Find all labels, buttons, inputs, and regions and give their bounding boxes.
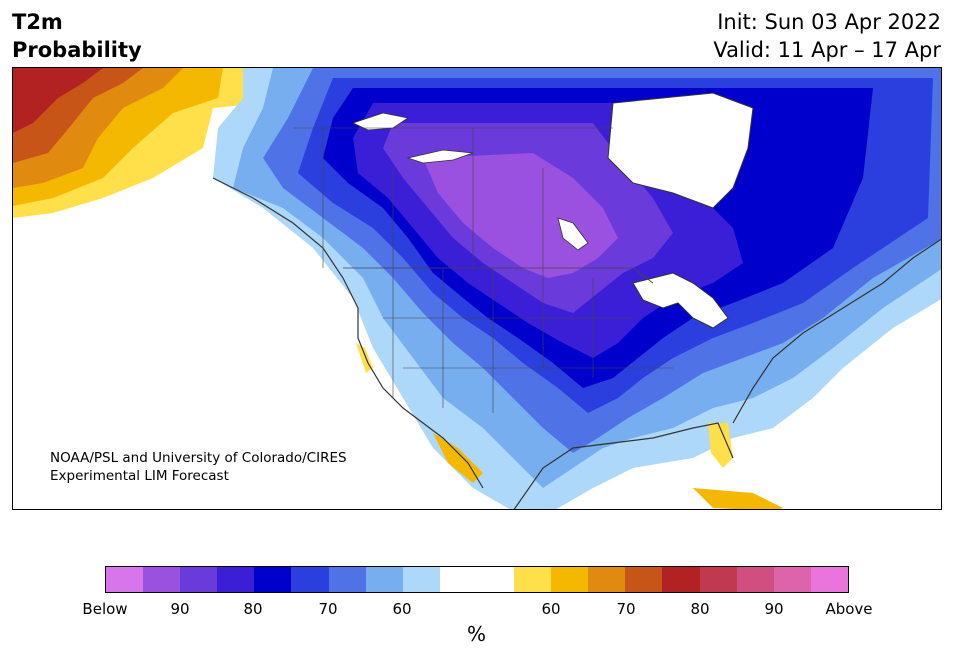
cold-below-90 bbox=[423, 153, 618, 278]
colorbar-segment bbox=[625, 567, 663, 592]
west-coast-outline bbox=[212, 177, 484, 489]
colorbar-tick-label: 90 bbox=[764, 600, 784, 618]
subtitle-label: Probability bbox=[12, 38, 142, 62]
forecast-map bbox=[13, 68, 941, 509]
hudson-bay bbox=[607, 92, 754, 209]
great-lakes bbox=[632, 272, 729, 329]
colorbar-tick-label: 90 bbox=[170, 600, 190, 618]
credit-line-1: NOAA/PSL and University of Colorado/CIRE… bbox=[50, 450, 347, 466]
colorbar-tick-label: 80 bbox=[690, 600, 710, 618]
state-lines bbox=[383, 268, 673, 413]
colorbar-tick-label: 70 bbox=[616, 600, 636, 618]
colorbar-segment bbox=[810, 567, 848, 592]
lake-winnipeg bbox=[557, 217, 589, 251]
gulf-coast-outline bbox=[513, 422, 734, 509]
colorbar-segment bbox=[180, 567, 218, 592]
colorbar-segment bbox=[588, 567, 626, 592]
athabasca-lake bbox=[406, 149, 474, 164]
date-info: Init: Sun 03 Apr 2022 Valid: 11 Apr – 17… bbox=[713, 8, 941, 64]
colorbar-segment bbox=[773, 567, 811, 592]
colorbar-segment bbox=[662, 567, 700, 592]
variable-label: T2m bbox=[12, 10, 63, 34]
map-credit: NOAA/PSL and University of Colorado/CIRE… bbox=[50, 449, 347, 485]
colorbar-unit: % bbox=[466, 622, 486, 646]
great-slave-lake bbox=[351, 112, 410, 131]
colorbar-tick-label: Above bbox=[825, 600, 873, 618]
province-lines bbox=[293, 127, 613, 268]
colorbar-segment bbox=[254, 567, 292, 592]
map-panel: NOAA/PSL and University of Colorado/CIRE… bbox=[12, 67, 942, 510]
colorbar-tick-label: Below bbox=[82, 600, 128, 618]
colorbar-tick-label: 60 bbox=[392, 600, 412, 618]
colorbar-segment bbox=[551, 567, 589, 592]
colorbar bbox=[105, 566, 849, 593]
us-canada-border bbox=[343, 267, 654, 284]
colorbar-segment bbox=[476, 567, 515, 592]
mexico-above-40 bbox=[433, 433, 483, 483]
map-title: T2m Probability bbox=[12, 8, 142, 64]
colorbar-segment bbox=[291, 567, 329, 592]
init-date: Init: Sun 03 Apr 2022 bbox=[717, 10, 941, 34]
colorbar-segment bbox=[699, 567, 737, 592]
colorbar-segment bbox=[365, 567, 403, 592]
alaska-above-80 bbox=[13, 68, 103, 133]
credit-line-2: Experimental LIM Forecast bbox=[50, 468, 229, 484]
colorbar-tick-label: 70 bbox=[318, 600, 338, 618]
colorbar-tick-label: 80 bbox=[243, 600, 263, 618]
colorbar-segment bbox=[514, 567, 552, 592]
florida-above-40 bbox=[708, 423, 733, 468]
east-coast-outline bbox=[732, 238, 941, 424]
colorbar-segment bbox=[106, 567, 144, 592]
colorbar-segment bbox=[736, 567, 774, 592]
cuba-above-40 bbox=[693, 488, 783, 509]
valid-range: Valid: 11 Apr – 17 Apr bbox=[713, 38, 941, 62]
colorbar-tick-label: 60 bbox=[541, 600, 561, 618]
colorbar-segment bbox=[217, 567, 255, 592]
colorbar-segment bbox=[143, 567, 181, 592]
colorbar-tick-labels: Below 90 80 70 60 60 70 80 90 Above bbox=[0, 600, 953, 620]
colorbar-segment bbox=[402, 567, 440, 592]
colorbar-segment bbox=[439, 567, 477, 592]
colorbar-segment bbox=[328, 567, 366, 592]
california-above-40 bbox=[356, 343, 373, 373]
